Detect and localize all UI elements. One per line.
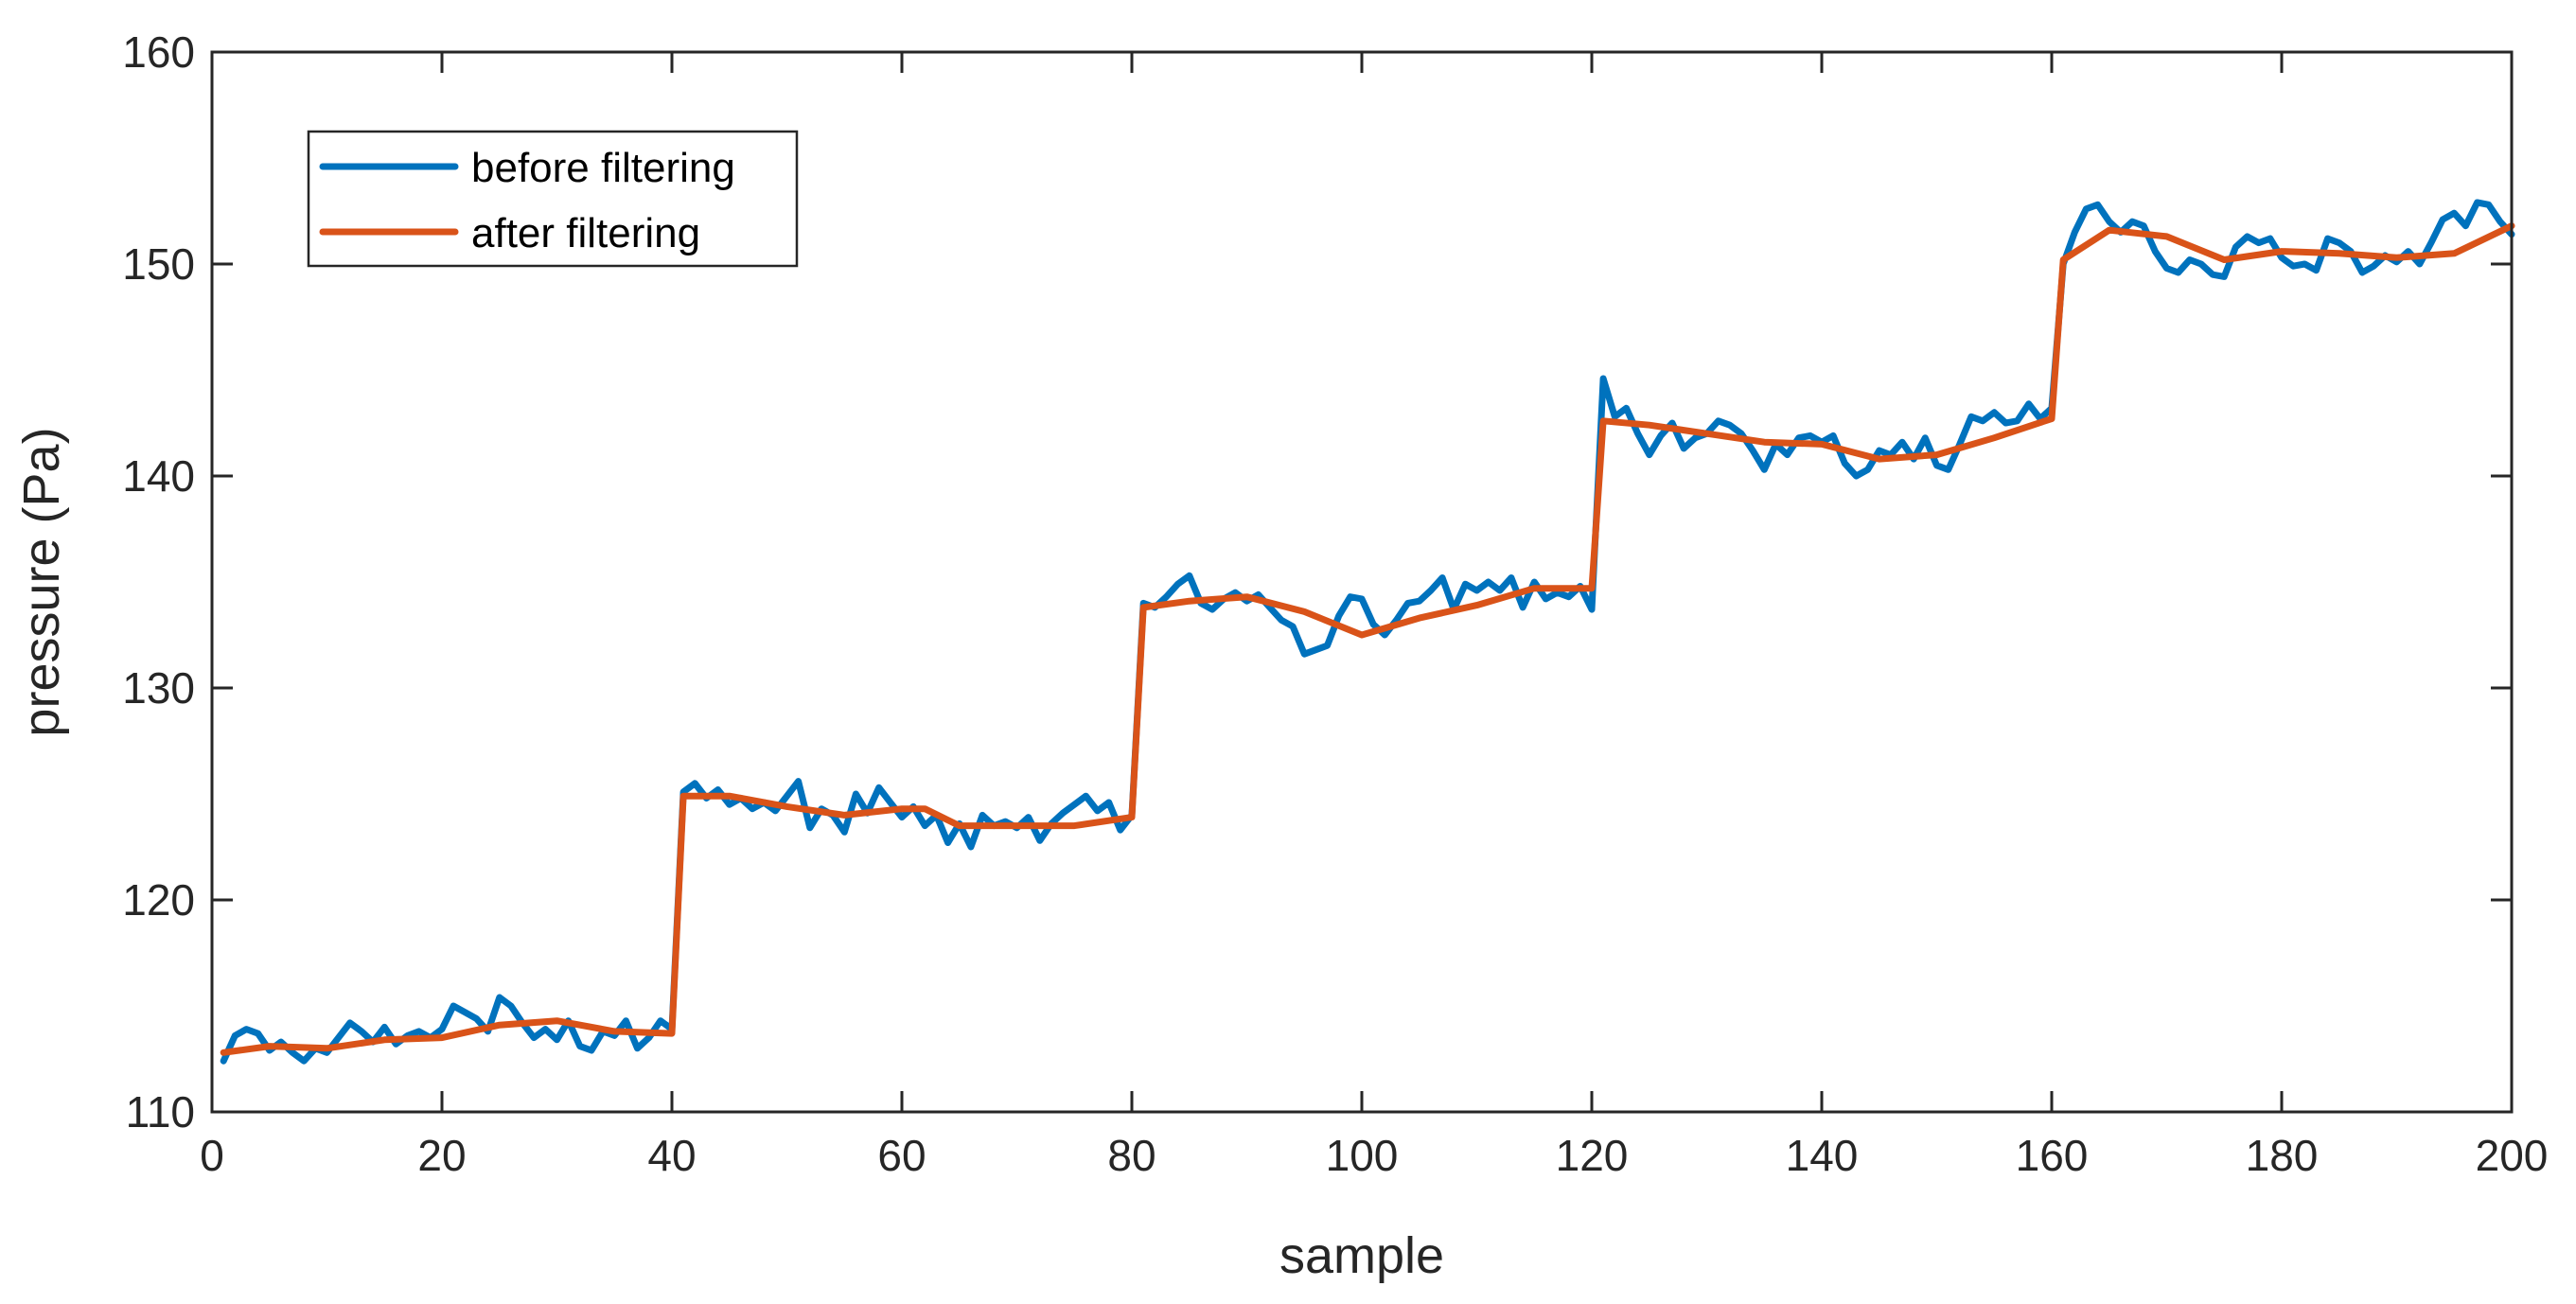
legend-box: [307, 130, 799, 268]
y-tick-label: 120: [122, 875, 195, 925]
y-axis-label: pressure (Pa): [13, 427, 70, 736]
x-axis-label: sample: [1279, 1227, 1444, 1284]
legend: before filtering after filtering: [307, 130, 799, 268]
y-tick-label: 110: [126, 1087, 195, 1137]
x-axis-ticks: 0 20 40 60 80 100 120 140 160 180 200: [200, 52, 2548, 1180]
x-tick-label: 200: [2476, 1131, 2549, 1180]
x-tick-label: 160: [2016, 1131, 2089, 1180]
x-tick-label: 40: [647, 1131, 696, 1180]
x-tick-label: 100: [1326, 1131, 1399, 1180]
x-tick-label: 180: [2246, 1131, 2319, 1180]
x-tick-label: 20: [417, 1131, 466, 1180]
legend-label-after-filtering: after filtering: [471, 210, 700, 256]
y-tick-label: 150: [122, 239, 195, 289]
series-layer: [220, 199, 2515, 1065]
x-tick-label: 80: [1107, 1131, 1156, 1180]
y-tick-label: 140: [122, 451, 195, 501]
y-tick-label: 130: [122, 663, 195, 713]
legend-label-before-filtering: before filtering: [471, 145, 735, 191]
x-tick-label: 60: [877, 1131, 926, 1180]
y-axis-ticks: 110 120 130 140 150 160: [122, 27, 2512, 1137]
y-tick-label: 160: [122, 27, 195, 77]
x-tick-label: 0: [200, 1131, 224, 1180]
x-tick-label: 120: [1556, 1131, 1629, 1180]
series-line-after-filtering: [220, 222, 2515, 1056]
x-tick-label: 140: [1786, 1131, 1859, 1180]
